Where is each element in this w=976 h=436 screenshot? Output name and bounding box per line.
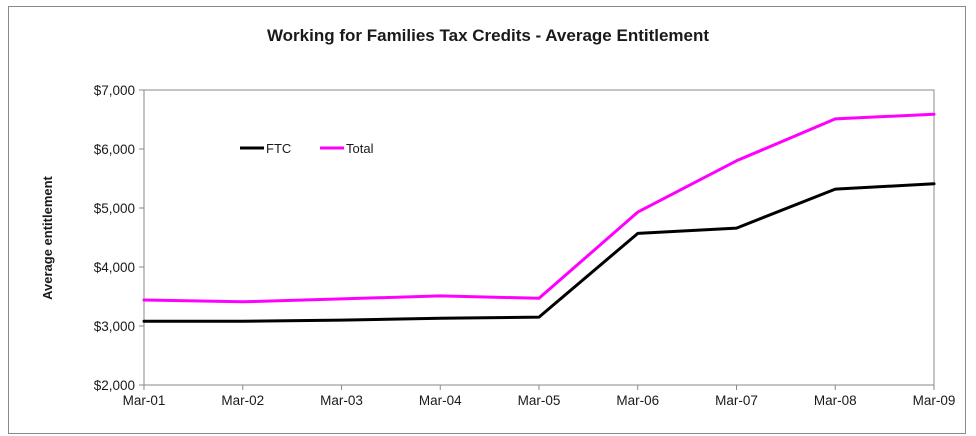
x-tick-label: Mar-02 (221, 393, 264, 408)
y-tick-label: $3,000 (94, 319, 135, 334)
y-tick-label: $7,000 (94, 83, 135, 98)
y-axis: $2,000 $3,000 $4,000 $5,000 $6,000 $7,000 (94, 83, 144, 393)
y-tick-label: $5,000 (94, 201, 135, 216)
x-tick-label: Mar-01 (123, 393, 166, 408)
y-tick-label: $6,000 (94, 142, 135, 157)
y-tick-label: $4,000 (94, 260, 135, 275)
legend-label-total: Total (346, 141, 374, 156)
x-tick-label: Mar-05 (518, 393, 561, 408)
y-axis-label: Average entitlement (40, 175, 55, 299)
x-tick-label: Mar-04 (419, 393, 462, 408)
legend: FTC Total (240, 141, 374, 156)
x-axis: Mar-01 Mar-02 Mar-03 Mar-04 Mar-05 Mar-06 Mar-… (123, 385, 956, 408)
series-line-total (142, 112, 936, 304)
legend-label-ftc: FTC (266, 141, 291, 156)
series-line-ftc (142, 182, 936, 323)
plot-area (143, 89, 935, 386)
x-tick-label: Mar-09 (913, 393, 956, 408)
y-tick-label: $2,000 (94, 378, 135, 393)
x-tick-label: Mar-07 (715, 393, 758, 408)
x-tick-label: Mar-03 (320, 393, 363, 408)
x-tick-label: Mar-06 (616, 393, 659, 408)
series-layer (142, 112, 936, 323)
chart-title: Working for Families Tax Credits - Avera… (266, 26, 710, 45)
x-tick-label: Mar-08 (814, 393, 857, 408)
